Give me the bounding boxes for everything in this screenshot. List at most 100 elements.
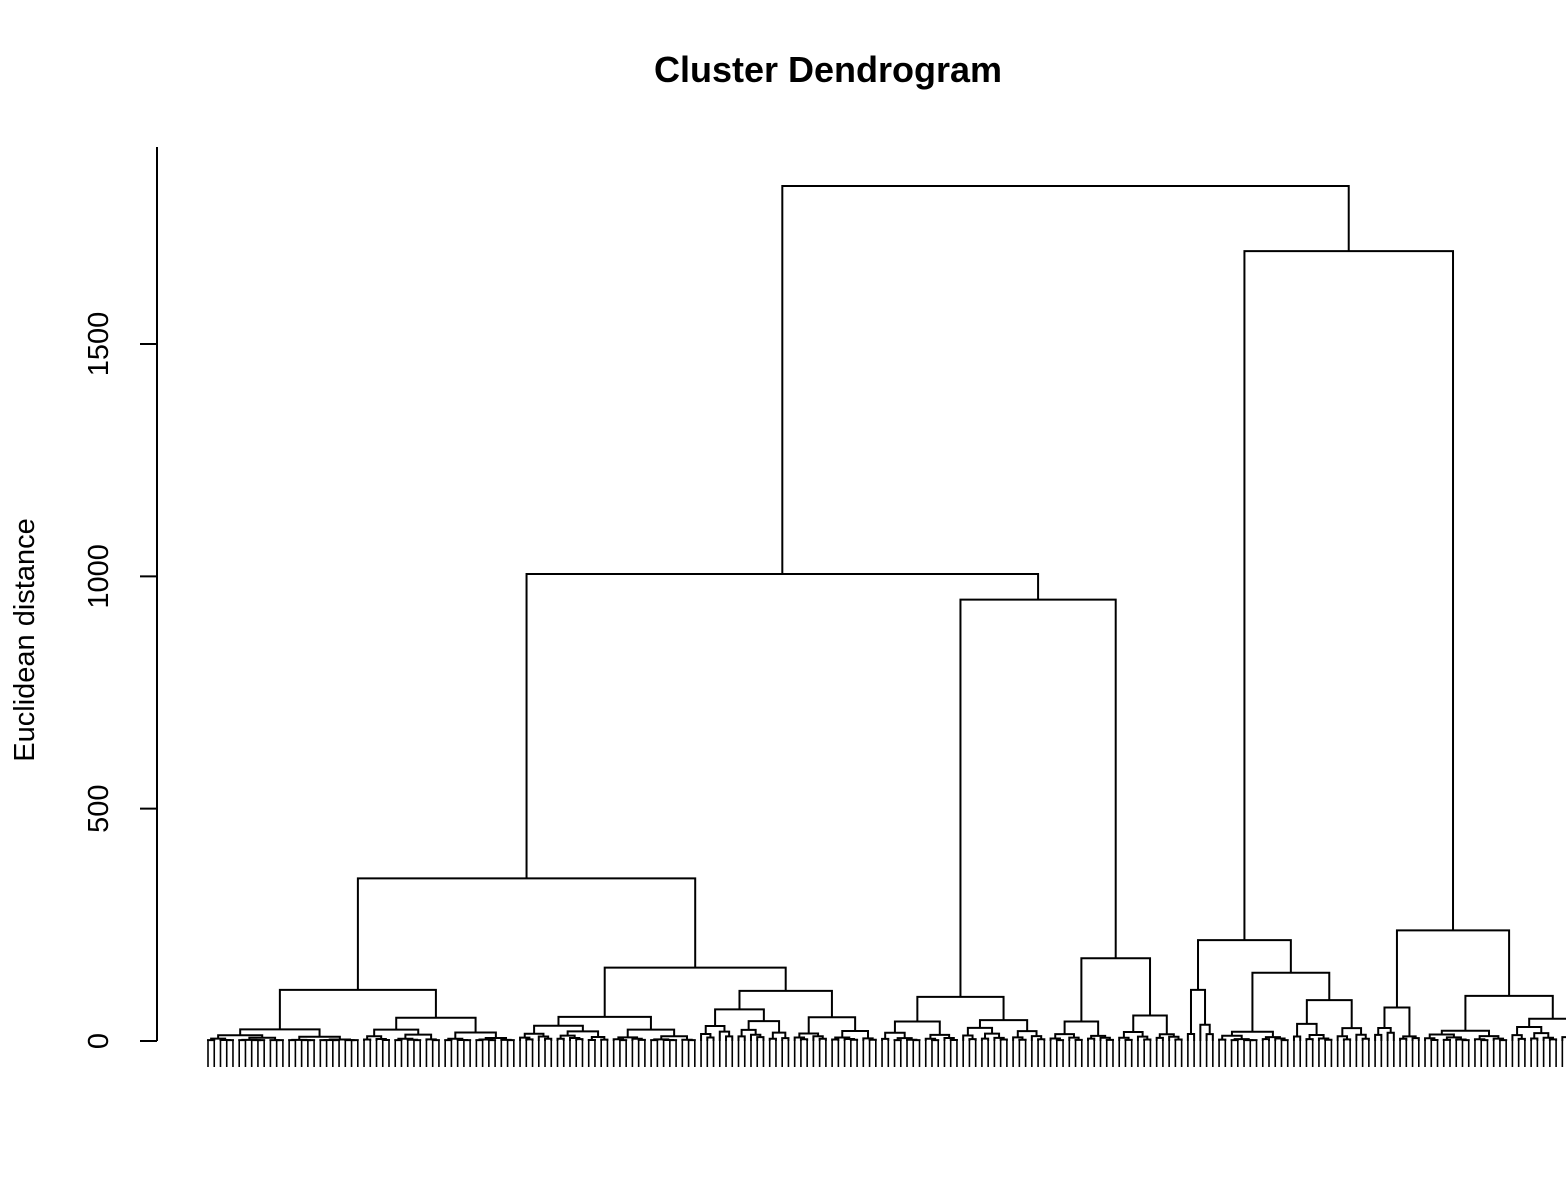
merge [978, 1019, 1029, 1032]
merge [714, 1008, 765, 1027]
merge [740, 1028, 757, 1037]
merge [207, 1039, 216, 1042]
merge [523, 1032, 545, 1038]
merge [1528, 1017, 1566, 1027]
merge [1361, 1037, 1370, 1041]
merge [1105, 1038, 1114, 1041]
merge [1012, 1036, 1024, 1041]
merge [1296, 1022, 1318, 1037]
merge [1374, 1033, 1383, 1041]
merge [1530, 1037, 1539, 1041]
merge [916, 995, 1005, 1022]
merge [587, 1038, 596, 1041]
merge [1230, 1030, 1274, 1038]
merge [210, 1037, 227, 1041]
merge [831, 1038, 840, 1041]
merge [566, 1030, 600, 1037]
merge [906, 1038, 918, 1041]
merge [1264, 1036, 1281, 1040]
merge [1136, 1035, 1149, 1041]
merge [1336, 1035, 1349, 1041]
merge [1542, 1036, 1554, 1041]
merge [799, 1038, 809, 1041]
y-axis: 0 500 1000 1500 [83, 147, 158, 1049]
y-tick-label: 1500 [83, 312, 115, 377]
merge [447, 1037, 464, 1041]
root-merge [781, 185, 1350, 575]
merge [1280, 1039, 1289, 1042]
merge [959, 598, 1117, 997]
merge [1428, 1033, 1455, 1039]
merge [1464, 994, 1554, 1031]
merge [381, 1039, 390, 1042]
merge [968, 1038, 977, 1041]
merge [1251, 971, 1331, 1032]
merge [738, 989, 833, 1018]
merge [1199, 1023, 1211, 1041]
merge [1478, 1035, 1500, 1040]
dendrogram-tree [207, 185, 1566, 1067]
merge [1355, 1033, 1367, 1041]
merge [1018, 1038, 1027, 1041]
merge [1054, 1033, 1075, 1039]
merge [444, 1039, 453, 1042]
merge [1218, 1038, 1227, 1041]
merge [278, 988, 437, 1030]
merge [1292, 1035, 1302, 1041]
merge [807, 1016, 857, 1034]
merge [533, 1024, 584, 1034]
merge [1261, 1038, 1271, 1041]
merge [1087, 1037, 1096, 1041]
merge [1377, 1026, 1392, 1035]
merge [366, 1035, 383, 1040]
merge [966, 1026, 994, 1036]
merge [725, 1035, 734, 1041]
merge [1442, 1038, 1451, 1041]
merge [843, 1038, 855, 1041]
merge [1440, 1029, 1491, 1037]
merge [756, 1036, 765, 1041]
y-tick-label: 0 [83, 1033, 115, 1049]
merge [525, 1038, 534, 1041]
merge [1155, 1036, 1164, 1041]
merge [1197, 939, 1292, 990]
merge [1143, 1038, 1152, 1041]
merge [706, 1036, 715, 1041]
merge [949, 1038, 958, 1041]
y-axis-label: Euclidean distance [9, 518, 41, 761]
merge [980, 1037, 990, 1041]
merge [1411, 1037, 1420, 1041]
merge [269, 1039, 280, 1042]
merge [737, 1035, 746, 1041]
merge [1049, 1037, 1061, 1041]
merge [219, 1039, 231, 1041]
merge [862, 1037, 874, 1041]
merge [397, 1037, 414, 1041]
merge [456, 1039, 469, 1042]
merge [1233, 1038, 1250, 1041]
merge [363, 1038, 372, 1041]
merge [1055, 1039, 1065, 1042]
merge [1074, 1038, 1083, 1041]
merge [962, 1034, 974, 1041]
merge [1243, 1039, 1254, 1042]
merge [881, 1037, 890, 1041]
merge [704, 1025, 726, 1034]
merge [1305, 999, 1353, 1029]
merge [1386, 1031, 1395, 1041]
merge [1548, 1038, 1558, 1041]
merge [999, 1038, 1008, 1041]
merge [559, 1034, 576, 1039]
merge [500, 1038, 512, 1041]
merge [394, 1039, 403, 1042]
merge [1243, 250, 1455, 941]
merge [1122, 1031, 1144, 1038]
merge [356, 877, 697, 990]
merge [1080, 957, 1152, 1022]
merge [1455, 1038, 1467, 1041]
merge [1424, 1037, 1436, 1041]
merge [930, 1039, 940, 1042]
merge [781, 1037, 790, 1041]
merge [1517, 1037, 1526, 1041]
